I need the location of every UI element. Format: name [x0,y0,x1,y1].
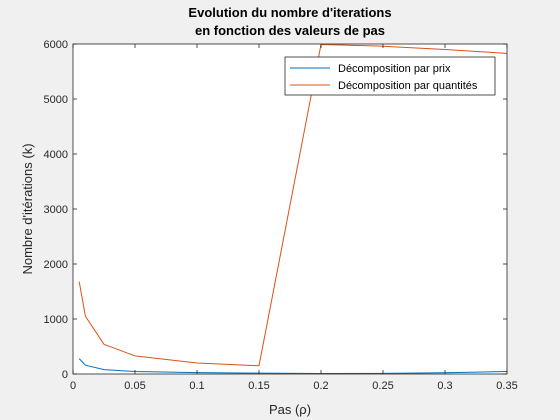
x-tick-label: 0.3 [437,380,452,392]
plot-area [73,44,507,374]
y-tick-label: 6000 [44,39,68,51]
y-tick-label: 1000 [44,314,68,326]
y-tick-label: 2000 [44,259,68,271]
series-line-prix [78,358,508,374]
y-tick-label: 0 [62,369,68,381]
y-tick-label: 5000 [44,94,68,106]
y-axis-label: Nombre d'itérations (k) [20,143,35,274]
ticks-layer: 0 0.05 0.1 0.15 0.2 0.25 0.3 0.35 0 1000 2000 3000 4… [44,39,518,392]
chart-title-line-2: en fonction des valeurs de pas [195,23,385,38]
chart-title-line-1: Evolution du nombre d'iterations [188,5,391,20]
legend-label-quantites: Décomposition par quantités [338,80,478,92]
x-tick-label: 0.2 [313,380,328,392]
x-tick-label: 0.25 [372,380,393,392]
x-tick-label: 0.35 [496,380,517,392]
series-line-quantites [78,44,508,367]
x-tick-label: 0 [70,380,76,392]
series-layer [78,44,508,374]
x-tick-label: 0.15 [248,380,269,392]
x-tick-label: 0.1 [189,380,204,392]
y-tick-label: 4000 [44,149,68,161]
legend-label-prix: Décomposition par prix [338,63,451,75]
y-tick-label: 3000 [44,204,68,216]
legend: Décomposition par prix Décomposition par… [284,56,496,96]
x-axis-label: Pas (ρ) [269,402,311,417]
legend-box [284,56,496,96]
x-tick-label: 0.05 [124,380,145,392]
